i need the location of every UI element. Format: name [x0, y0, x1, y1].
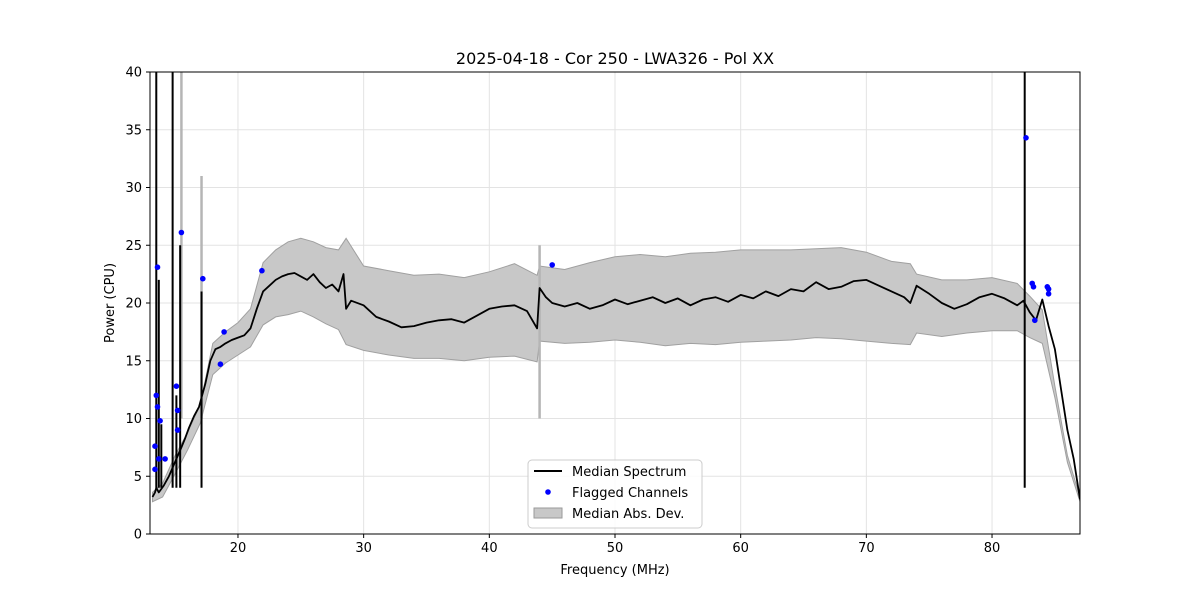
flagged-channel-point: [152, 443, 158, 450]
flagged-channel-point: [217, 361, 224, 368]
flagged-channel-point: [157, 418, 163, 424]
flagged-channel-point: [154, 264, 161, 271]
y-axis-label: Power (CPU): [103, 263, 118, 343]
legend-band-swatch: [533, 507, 563, 519]
legend-box: [527, 459, 703, 529]
legend: Median Spectrum Flagged Channels Median …: [527, 459, 703, 529]
y-axis: 0 5 10 15 20 25 30 35 40: [125, 66, 150, 543]
flagged-channel-point: [200, 275, 206, 282]
flagged-channel-point: [153, 392, 160, 399]
legend-marker-swatch: [545, 489, 551, 495]
legend-label-mad: Median Abs. Dev.: [572, 507, 684, 522]
legend-label-median: Median Spectrum: [572, 465, 686, 480]
flagged-channel-point: [152, 466, 158, 473]
x-tick-label: 50: [607, 541, 624, 556]
x-tick-label: 30: [355, 541, 372, 556]
x-axis-label: Frequency (MHz): [560, 563, 669, 578]
flagged-channel-point: [154, 404, 161, 410]
median-spectrum-line: [151, 272, 1080, 500]
mad-band: [152, 237, 1080, 503]
flagged-channel-point: [549, 262, 555, 268]
x-tick-label: 60: [732, 541, 749, 556]
flagged-channel-point: [1045, 291, 1052, 297]
y-tick-label: 5: [134, 470, 142, 485]
y-tick-label: 20: [125, 297, 142, 312]
x-tick-label: 80: [984, 541, 1001, 556]
y-tick-label: 0: [134, 528, 142, 543]
flagged-channel-point: [1045, 286, 1052, 292]
flagged-channel-point: [1023, 135, 1029, 141]
flagged-channel-point: [162, 456, 168, 462]
x-tick-label: 20: [230, 541, 247, 556]
flagged-channel-point: [173, 383, 180, 390]
flagged-channel-point: [1030, 284, 1037, 290]
flagged-channel-point: [178, 229, 185, 236]
x-tick-label: 40: [481, 541, 498, 556]
flagged-channel-point: [156, 456, 162, 462]
flagged-channel-point: [174, 427, 181, 433]
y-tick-label: 30: [125, 181, 142, 196]
y-tick-label: 35: [125, 123, 142, 138]
flagged-points-layer: [152, 135, 1052, 473]
x-tick-label: 70: [858, 541, 875, 556]
flagged-channel-point: [259, 267, 265, 274]
flagged-channel-point: [174, 407, 181, 414]
legend-label-flagged: Flagged Channels: [572, 486, 688, 501]
y-tick-label: 40: [125, 66, 142, 81]
flagged-channel-point: [1032, 317, 1038, 324]
flagged-channel-point: [221, 329, 227, 335]
x-axis: 20 30 40 50 60 70 80: [230, 534, 1001, 556]
y-tick-label: 25: [125, 239, 142, 254]
median-line-layer: [151, 72, 1080, 500]
plot-area: [151, 72, 1080, 503]
y-tick-label: 15: [125, 354, 142, 369]
chart-title: 2025-04-18 - Cor 250 - LWA326 - Pol XX: [456, 49, 774, 68]
y-tick-label: 10: [125, 412, 142, 427]
